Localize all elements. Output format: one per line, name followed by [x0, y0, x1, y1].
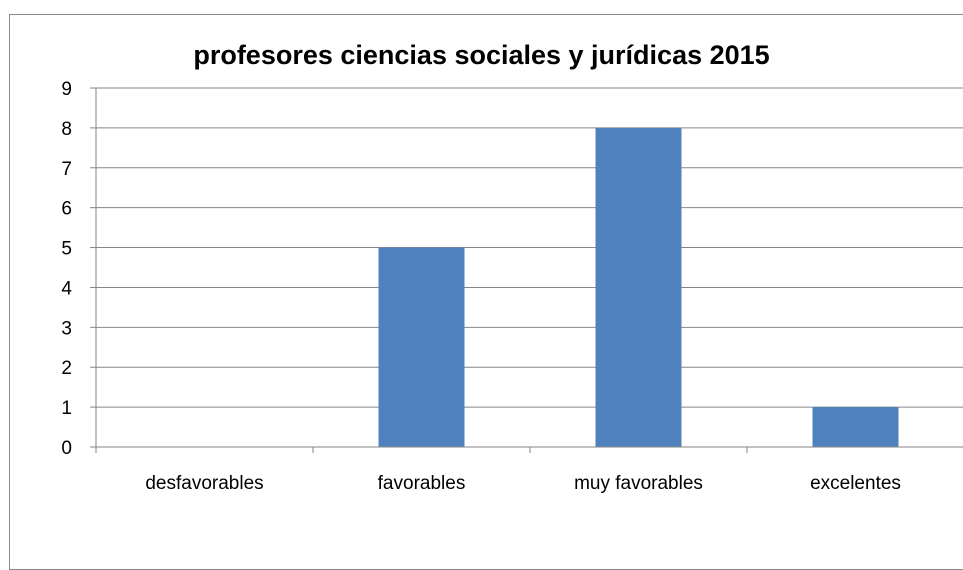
y-tick-label: 5 [61, 239, 72, 260]
y-tick-labels: 0 1 2 3 4 5 6 7 8 9 [61, 79, 72, 459]
x-tick-label: excelentes [810, 473, 901, 494]
axes [90, 87, 963, 453]
chart-title: profesores ciencias sociales y jurídicas… [193, 40, 770, 70]
bar-chart: 0 1 2 3 4 5 6 7 8 9 desfavorables favorables muy fa… [61, 79, 963, 494]
chart-frame [9, 14, 963, 570]
bars [378, 127, 899, 447]
x-tick-label: favorables [378, 473, 466, 494]
y-tick-label: 7 [61, 159, 72, 180]
y-tick-label: 2 [61, 358, 72, 379]
gridlines [96, 87, 963, 408]
y-tick-label: 4 [61, 278, 72, 299]
y-tick-label: 0 [61, 438, 72, 459]
y-tick-label: 8 [61, 119, 72, 140]
x-tick-label: muy favorables [574, 473, 703, 494]
bar [378, 247, 465, 447]
y-tick-label: 3 [61, 318, 72, 339]
bar [595, 127, 682, 447]
x-tick-labels: desfavorables favorables muy favorables exc… [145, 473, 901, 494]
bar [812, 407, 899, 447]
y-tick-label: 1 [61, 398, 72, 419]
x-tick-label: desfavorables [145, 473, 263, 494]
y-tick-label: 6 [61, 199, 72, 220]
y-tick-label: 9 [61, 79, 72, 100]
